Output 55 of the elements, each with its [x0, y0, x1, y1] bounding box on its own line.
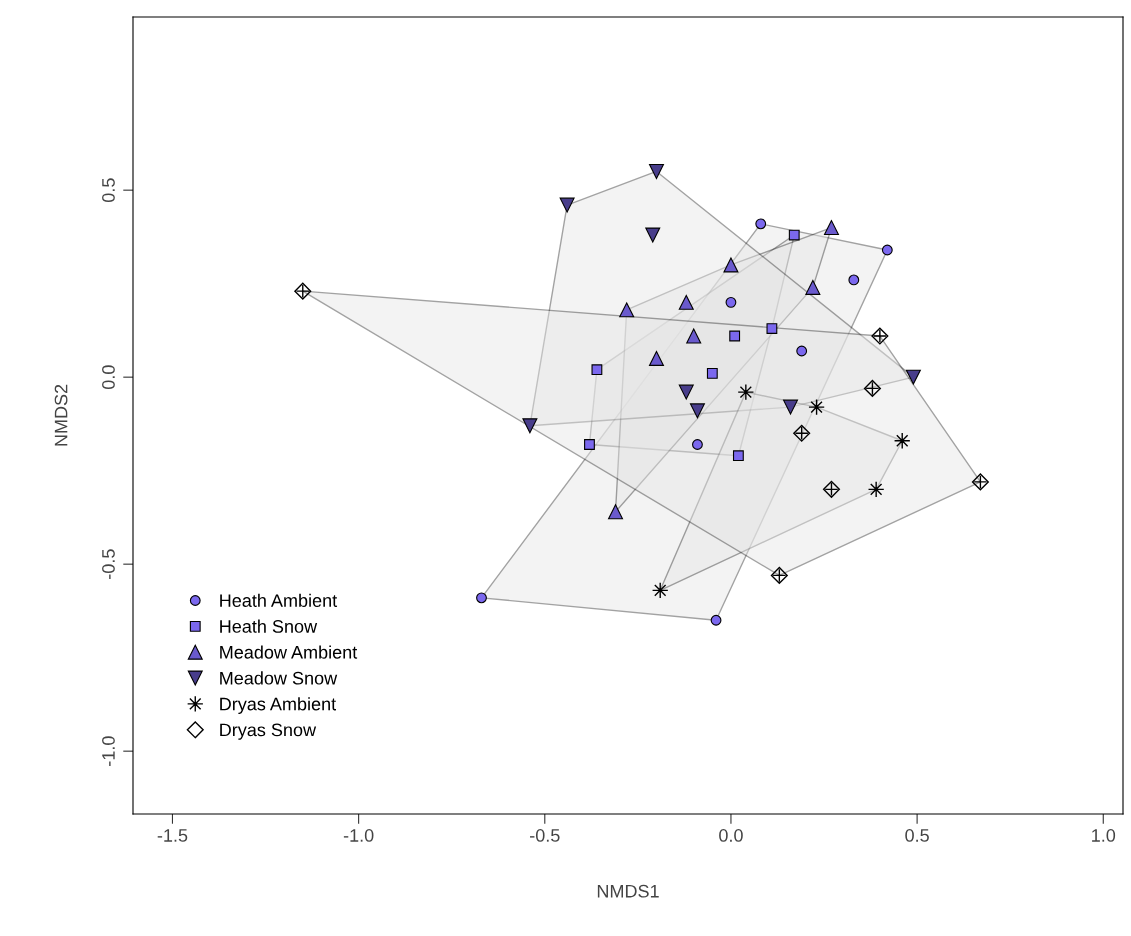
point	[710, 614, 722, 626]
point	[848, 274, 860, 286]
y-tick-label: 0.0	[102, 365, 115, 390]
point	[678, 294, 694, 310]
y-tick-label: -0.5	[102, 549, 115, 579]
point	[584, 439, 595, 450]
point	[793, 424, 811, 442]
point	[737, 383, 755, 401]
legend-label: Heath Ambient	[220, 593, 338, 607]
legend-label: Dryas Ambient	[220, 697, 337, 714]
point	[822, 480, 841, 498]
x-tick-label: 1.0	[1092, 829, 1116, 842]
point	[648, 350, 664, 366]
point	[476, 592, 487, 604]
point	[766, 323, 778, 334]
point	[689, 403, 705, 419]
y-axis-title: NMDS2	[54, 384, 68, 446]
y-tick-label: -1.0	[102, 736, 115, 766]
x-tick-label: 0.0	[719, 829, 743, 842]
point	[591, 364, 603, 376]
point	[645, 227, 661, 243]
point	[905, 369, 921, 385]
point	[522, 418, 538, 434]
legend-label: Meadow Ambient	[220, 645, 358, 659]
point	[755, 218, 767, 230]
point	[678, 384, 694, 400]
point	[823, 220, 839, 236]
point	[808, 398, 825, 416]
point	[725, 296, 737, 308]
point	[867, 481, 885, 498]
point	[706, 368, 718, 379]
x-tick-label: 0.5	[905, 829, 929, 842]
point	[723, 257, 739, 273]
point	[788, 229, 800, 241]
point	[732, 450, 744, 462]
point	[805, 279, 821, 295]
point	[619, 302, 635, 318]
x-axis-title: NMDS1	[597, 884, 659, 898]
point	[559, 197, 575, 213]
point	[608, 504, 624, 520]
x-tick-label: -0.5	[530, 829, 560, 842]
legend-label: Dryas Snow	[220, 723, 317, 740]
point	[783, 399, 799, 415]
legend-label: Heath Snow	[220, 619, 318, 633]
point	[729, 330, 741, 342]
x-tick-label: -1.5	[157, 829, 188, 842]
y-tick-label: 0.5	[102, 178, 115, 203]
point	[796, 345, 808, 357]
point	[686, 328, 702, 344]
point	[648, 163, 664, 179]
legend-label: Meadow Snow	[220, 671, 338, 685]
point	[692, 439, 703, 450]
point	[881, 244, 893, 256]
point	[863, 379, 881, 397]
x-tick-label: -1.0	[343, 829, 374, 842]
